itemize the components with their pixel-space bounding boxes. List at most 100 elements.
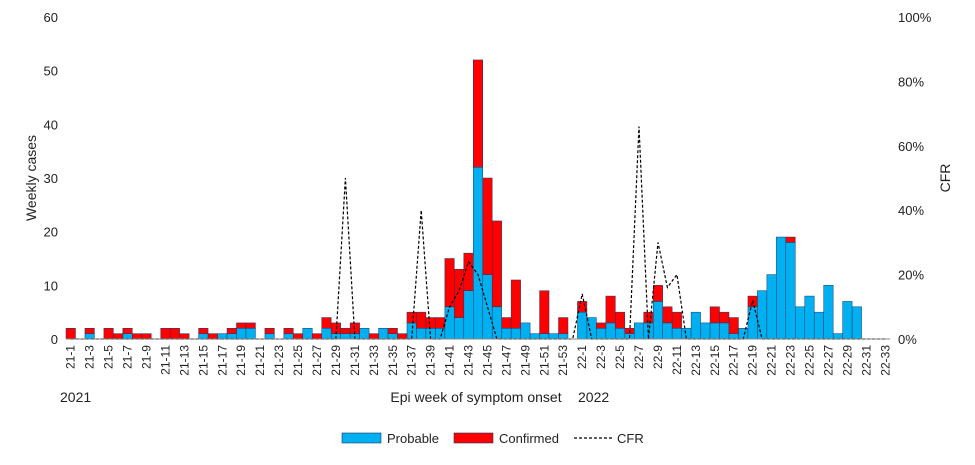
bar-probable-21-26 — [302, 328, 313, 340]
bar-confirmed-21-40 — [435, 317, 446, 329]
bar-confirmed-21-22 — [264, 328, 275, 334]
x-tick-label: 21-43 — [462, 345, 476, 376]
x-tick-label: 22-31 — [859, 345, 873, 376]
y2-tick-label: 100% — [898, 10, 932, 25]
bar-probable-22-27 — [823, 285, 834, 340]
x-tick-label: 21-3 — [83, 345, 97, 369]
x-tick-label: 21-29 — [329, 345, 343, 376]
x-tick-label: 21-23 — [272, 345, 286, 376]
bar-probable-22-24 — [795, 306, 806, 340]
bar-probable-22-17 — [728, 333, 739, 340]
bar-probable-21-47 — [501, 328, 512, 340]
bar-probable-22-11 — [671, 328, 682, 340]
y2-tick-label: 20% — [898, 268, 924, 283]
bar-probable-21-20 — [245, 328, 256, 340]
bar-confirmed-21-5 — [103, 328, 114, 340]
bar-confirmed-22-23 — [785, 236, 796, 243]
x-tick-label: 22-1 — [575, 345, 589, 369]
bar-probable-21-7 — [122, 333, 133, 340]
x-tick-label: 22-33 — [878, 345, 892, 376]
x-tick-label: 22-3 — [594, 345, 608, 369]
plot-area — [65, 59, 890, 340]
y2-tick-label: 40% — [898, 203, 924, 218]
y2-tick-label: 60% — [898, 139, 924, 154]
bar-confirmed-21-35 — [387, 328, 398, 334]
bar-probable-22-4 — [605, 322, 616, 340]
x-tick-label: 22-27 — [821, 345, 835, 376]
bar-confirmed-21-19 — [236, 322, 247, 329]
bar-probable-22-25 — [804, 295, 815, 340]
bar-confirmed-21-51 — [539, 290, 550, 334]
bar-probable-22-10 — [662, 322, 673, 340]
x-tick-label: 22-17 — [727, 345, 741, 376]
legend-confirmed-swatch — [453, 432, 494, 444]
bar-probable-21-18 — [226, 333, 237, 340]
bar-confirmed-21-1 — [65, 328, 76, 340]
bar-probable-22-28 — [832, 333, 843, 340]
x-tick-label: 21-19 — [234, 345, 248, 376]
bar-probable-22-14 — [700, 322, 711, 340]
bar-confirmed-21-43 — [463, 252, 474, 291]
bar-probable-21-24 — [283, 333, 294, 340]
y-tick-label: 0 — [51, 332, 58, 347]
bar-probable-21-40 — [435, 328, 446, 340]
bar-probable-21-41 — [444, 306, 455, 340]
bar-probable-22-23 — [785, 242, 796, 340]
legend-confirmed-label: Confirmed — [499, 431, 559, 446]
bar-confirmed-21-16 — [207, 333, 218, 340]
bar-confirmed-21-25 — [293, 333, 304, 340]
bar-probable-21-3 — [84, 333, 95, 340]
bar-probable-21-46 — [491, 306, 502, 340]
bar-confirmed-22-15 — [709, 306, 720, 324]
x-tick-label: 22-21 — [765, 345, 779, 376]
bar-probable-22-26 — [813, 311, 824, 340]
bar-confirmed-21-11 — [160, 328, 171, 340]
x-tick-label: 21-49 — [518, 345, 532, 376]
bar-confirmed-21-38 — [416, 311, 427, 329]
legend-probable-swatch — [341, 432, 382, 444]
x-tick-label: 21-27 — [310, 345, 324, 376]
x-axis-ticks: 21-1 21-3 21-5 21-7 21-9 21-11 21-13 21-15 21-17… — [64, 345, 893, 376]
bar-confirmed-21-18 — [226, 328, 237, 334]
bar-probable-21-30 — [340, 333, 351, 340]
bar-probable-22-9 — [652, 301, 663, 340]
bar-probable-21-44 — [473, 167, 483, 340]
x-tick-label: 21-7 — [121, 345, 135, 369]
y2-tick-label: 0% — [898, 332, 917, 347]
bar-probable-21-42 — [454, 317, 465, 340]
y2-axis-label: CFR — [937, 164, 953, 193]
bar-confirmed-22-1 — [577, 301, 588, 313]
bar-confirmed-21-46 — [491, 220, 502, 308]
bar-probable-22-5 — [615, 328, 626, 340]
bar-confirmed-21-6 — [113, 333, 124, 340]
x-tick-label: 22-7 — [632, 345, 646, 369]
bar-confirmed-21-30 — [340, 328, 351, 334]
legend-cfr-label: CFR — [617, 431, 644, 446]
bar-probable-22-29 — [842, 301, 853, 340]
bar-confirmed-21-7 — [122, 328, 133, 334]
bar-confirmed-21-27 — [312, 333, 322, 340]
bar-probable-22-21 — [766, 274, 777, 340]
bar-confirmed-22-16 — [719, 311, 730, 324]
bar-confirmed-22-11 — [671, 311, 682, 329]
bar-confirmed-21-45 — [482, 177, 493, 275]
y2-tick-label: 80% — [898, 74, 924, 89]
y-tick-label: 20 — [44, 225, 58, 240]
bar-probable-22-30 — [851, 306, 862, 340]
x-tick-label: 21-13 — [177, 345, 191, 376]
bar-probable-21-52 — [548, 333, 559, 340]
bar-confirmed-21-13 — [179, 333, 190, 340]
bar-probable-21-19 — [236, 328, 247, 340]
x-tick-label: 21-45 — [481, 345, 495, 376]
bar-probable-21-45 — [482, 274, 493, 340]
y-tick-label: 40 — [44, 117, 58, 132]
bar-confirmed-21-42 — [454, 268, 465, 318]
bar-probable-22-13 — [690, 311, 701, 340]
y2-axis-ticks: 0% 20% 40% 60% 80% 100% — [898, 10, 932, 347]
bar-confirmed-21-37 — [406, 311, 417, 324]
x-tick-label: 22-25 — [803, 345, 817, 376]
bar-probable-21-50 — [529, 333, 540, 340]
y-axis-label: Weekly cases — [23, 135, 39, 221]
bar-probable-21-53 — [558, 333, 569, 340]
